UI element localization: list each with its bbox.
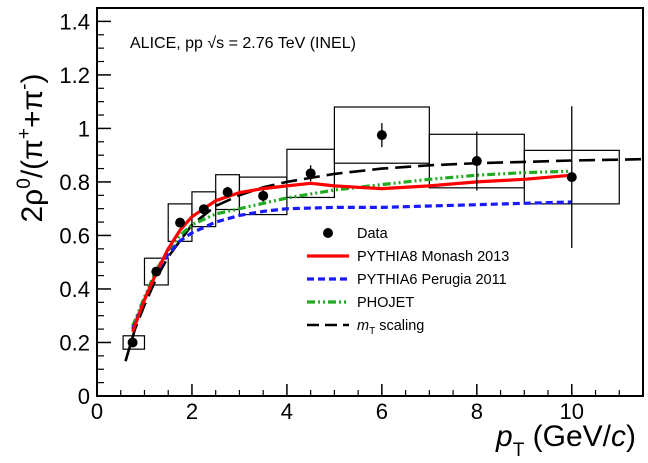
data-point <box>222 187 233 198</box>
phojet-curve <box>131 169 572 328</box>
data-points <box>127 106 577 348</box>
legend-label-data: Data <box>357 226 389 242</box>
data-point <box>305 168 316 179</box>
legend-label: PYTHIA8 Monash 2013 <box>357 249 509 265</box>
x-tick-label: 8 <box>471 399 483 424</box>
y-tick-label: 1 <box>78 116 90 141</box>
svg-text:2ρ0/(π++π-): 2ρ0/(π++π-) <box>14 73 49 222</box>
y-tick-label: 0.8 <box>59 170 90 195</box>
legend-marker-data <box>323 228 333 238</box>
legend-label-mt-scaling: mT scaling <box>357 318 424 337</box>
x-tick-label: 0 <box>91 399 103 424</box>
model-curves <box>124 157 644 362</box>
axis-ticks: 0 2 4 6 8 10 0 0.2 0.4 0.6 0.8 1 1.2 1.4 <box>59 9 620 424</box>
sys-box <box>143 257 169 286</box>
y-tick-label: 0 <box>78 384 90 409</box>
data-point <box>566 172 577 183</box>
plot-frame <box>96 7 644 397</box>
data-point <box>258 190 269 201</box>
x-axis-title: pT (GeV/c) <box>495 420 636 461</box>
svg-text:pT (GeV/c): pT (GeV/c) <box>495 420 636 461</box>
x-tick-label: 2 <box>186 399 198 424</box>
y-tick-label: 0.6 <box>59 223 90 248</box>
y-tick-label: 0.4 <box>59 277 90 302</box>
data-point <box>175 217 186 228</box>
legend-label: PHOJET <box>357 295 414 311</box>
legend: Data PYTHIA8 Monash 2013 PYTHIA6 Perugia 2… <box>307 226 509 337</box>
y-tick-label: 1.4 <box>59 9 90 34</box>
x-tick-label: 10 <box>560 399 584 424</box>
y-tick-label: 0.2 <box>59 330 90 355</box>
data-point <box>151 266 162 277</box>
x-tick-label: 4 <box>281 399 293 424</box>
data-point <box>198 204 209 215</box>
y-tick-label: 1.2 <box>59 63 90 88</box>
annotation-text: ALICE, pp √s = 2.76 TeV (INEL) <box>130 35 356 52</box>
data-point <box>127 337 138 348</box>
x-tick-label: 6 <box>376 399 388 424</box>
pythia8-monash-curve <box>131 173 572 333</box>
data-point <box>376 130 387 141</box>
data-point <box>471 156 482 167</box>
legend-label: PYTHIA6 Perugia 2011 <box>357 272 507 288</box>
y-axis-title: 2ρ0/(π++π-) <box>14 73 49 222</box>
